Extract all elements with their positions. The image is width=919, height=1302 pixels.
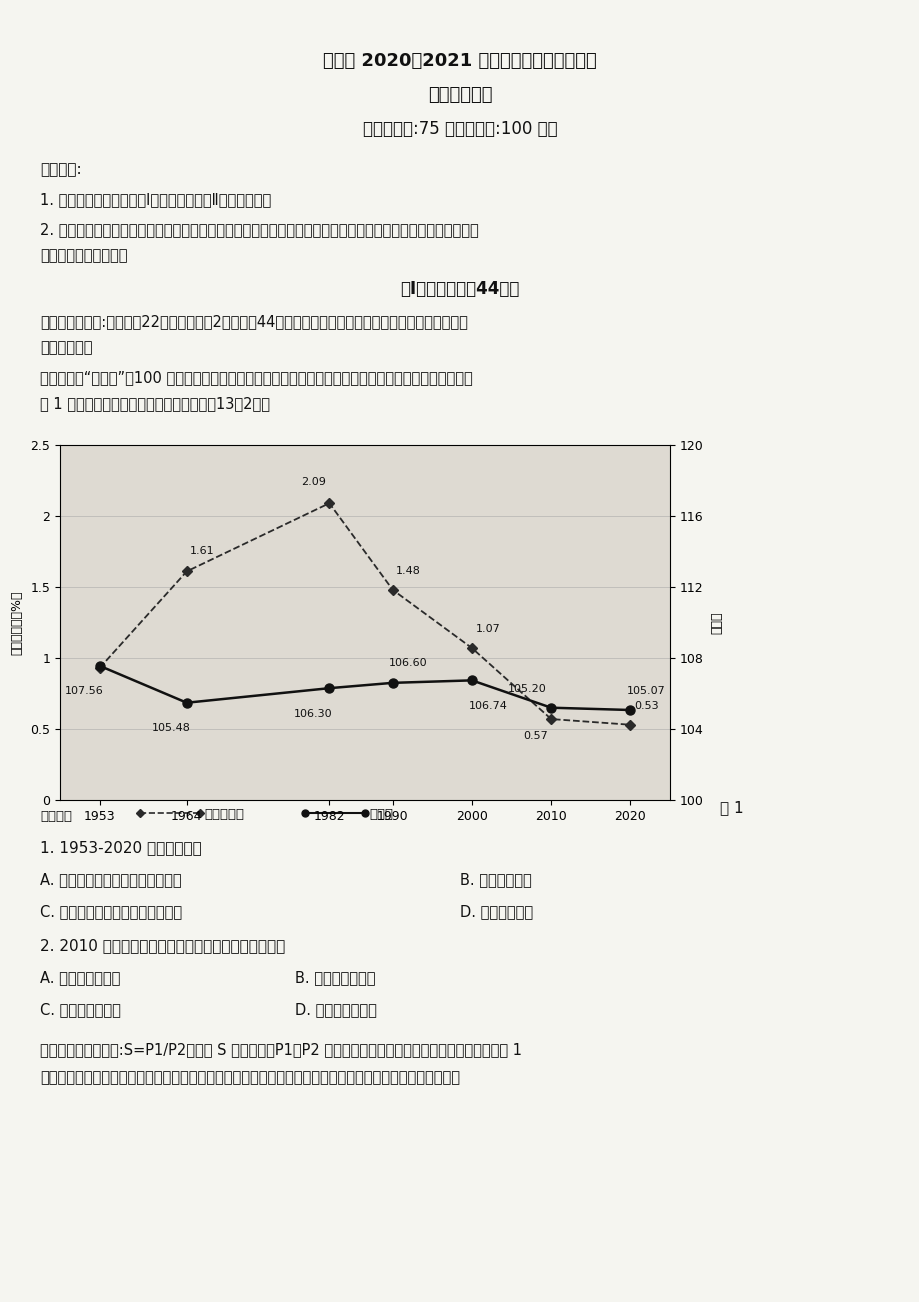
Text: 0.57: 0.57 xyxy=(522,730,547,741)
Text: 106.60: 106.60 xyxy=(389,658,427,668)
Text: 一、单项选择题:本大题全22小题，每小邉2分，共內44分。在每小题给出的四个选项中，只有一项是符合: 一、单项选择题:本大题全22小题，每小邉2分，共內44分。在每小题给出的四个选项… xyxy=(40,314,468,329)
Y-axis label: 性别比: 性别比 xyxy=(709,611,722,634)
Text: C. 年均增长率与医疗水平呼正相关: C. 年均增长率与医疗水平呼正相关 xyxy=(40,904,182,919)
Text: 性别比: 性别比 xyxy=(369,809,392,822)
Text: 人们通常用“性别比”（100 位女性对应的男性数量）来衷量某地区或国家人口的性别结构是否合理或协调。: 人们通常用“性别比”（100 位女性对应的男性数量）来衷量某地区或国家人口的性别… xyxy=(40,370,472,385)
Text: B. 增速先快后慢: B. 增速先快后慢 xyxy=(460,872,531,887)
Text: 年均增长率: 年均增长率 xyxy=(204,809,244,822)
Text: 答案写在试卷上的无效: 答案写在试卷上的无效 xyxy=(40,247,128,263)
Text: A. 生育观念的转变: A. 生育观念的转变 xyxy=(40,970,120,986)
Text: 105.20: 105.20 xyxy=(507,684,546,694)
Text: 第Ⅰ卷（选择题全44分）: 第Ⅰ卷（选择题全44分） xyxy=(400,280,519,298)
Text: 0.53: 0.53 xyxy=(633,700,658,711)
Text: 106.30: 106.30 xyxy=(294,708,333,719)
Text: 城市首位度计算方法:S=P1/P2，式中 S 为首位度，P1、P2 分别代表最大城市和第二位城市的人口规模，表 1: 城市首位度计算方法:S=P1/P2，式中 S 为首位度，P1、P2 分别代表最大… xyxy=(40,1042,521,1057)
Text: 2. 2010 年以来我国人口性别比变化的主要原因可能是: 2. 2010 年以来我国人口性别比变化的主要原因可能是 xyxy=(40,937,285,953)
Y-axis label: 年均增长率（%）: 年均增长率（%） xyxy=(10,590,23,655)
Text: D. 生育政策的影响: D. 生育政策的影响 xyxy=(295,1003,377,1017)
Text: 题目要求的。: 题目要求的。 xyxy=(40,340,93,355)
Text: 图 1 为我国人口相关数据统计图。读图完成13～2题。: 图 1 为我国人口相关数据统计图。读图完成13～2题。 xyxy=(40,396,269,411)
Text: 注意事项:: 注意事项: xyxy=(40,161,82,177)
Text: （考试时间:75 分钟；总分:100 分）: （考试时间:75 分钟；总分:100 分） xyxy=(362,120,557,138)
Text: C. 产业结构的调整: C. 产业结构的调整 xyxy=(40,1003,120,1017)
Text: 我国人口: 我国人口 xyxy=(40,810,72,823)
Text: B. 老龄化现象加剧: B. 老龄化现象加剧 xyxy=(295,970,375,986)
Text: 1.48: 1.48 xyxy=(396,566,421,577)
Text: 图 1: 图 1 xyxy=(720,799,743,815)
Text: 为两城市的首位度与城市发展状况分析。南京都市圈中心城市首位度研究体系以规模、经济、科技、社会、产: 为两城市的首位度与城市发展状况分析。南京都市圈中心城市首位度研究体系以规模、经济… xyxy=(40,1070,460,1085)
Text: 1. 1953-2020 年，我国人口: 1. 1953-2020 年，我国人口 xyxy=(40,840,201,855)
Text: 2. 所有试题的答案均填写在答题纸上（选择题部分使用答题卡的学校请将选择题的答案直接填涂到答题卡上），: 2. 所有试题的答案均填写在答题纸上（选择题部分使用答题卡的学校请将选择题的答案… xyxy=(40,223,478,237)
Text: 105.48: 105.48 xyxy=(152,723,190,733)
Text: 高二地理试题: 高二地理试题 xyxy=(427,86,492,104)
Text: A. 年均增长率与受教育的程度无关: A. 年均增长率与受教育的程度无关 xyxy=(40,872,181,887)
Text: D. 总数先增后减: D. 总数先增后减 xyxy=(460,904,532,919)
Text: 105.07: 105.07 xyxy=(626,686,664,697)
Text: 2.09: 2.09 xyxy=(301,477,325,487)
Text: 107.56: 107.56 xyxy=(64,686,103,697)
Text: 1. 本试卷共分两部分，第Ⅰ卷为选择题，第Ⅱ卷为综合题。: 1. 本试卷共分两部分，第Ⅰ卷为选择题，第Ⅱ卷为综合题。 xyxy=(40,191,271,207)
Text: 106.74: 106.74 xyxy=(468,700,506,711)
Text: 泰州市 2020～2021 学年度第二学期期末考试: 泰州市 2020～2021 学年度第二学期期末考试 xyxy=(323,52,596,70)
Text: 1.61: 1.61 xyxy=(190,547,215,556)
Text: 1.07: 1.07 xyxy=(475,625,500,634)
